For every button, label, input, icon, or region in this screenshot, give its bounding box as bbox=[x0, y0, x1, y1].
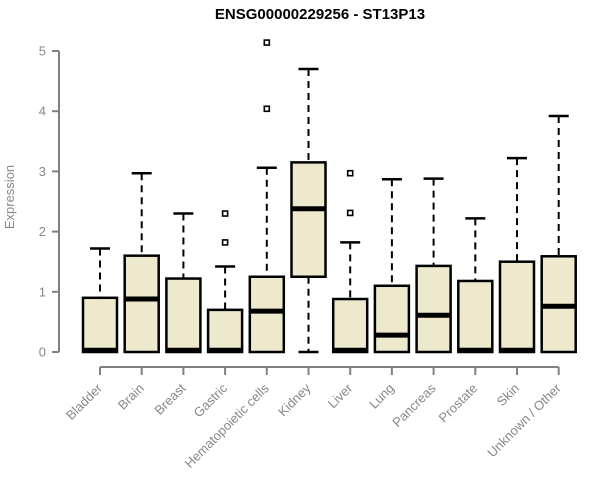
x-tick-label: Bladder bbox=[63, 380, 106, 423]
x-tick-label: Skin bbox=[494, 381, 522, 409]
iqr-box bbox=[457, 279, 494, 354]
iqr-box bbox=[331, 297, 369, 354]
y-tick-label: 2 bbox=[39, 224, 46, 239]
iqr-box bbox=[415, 264, 452, 354]
outlier-point bbox=[221, 210, 229, 217]
box-group bbox=[123, 171, 160, 354]
box-group bbox=[248, 39, 286, 354]
box-group bbox=[206, 210, 244, 354]
box-group bbox=[415, 177, 452, 354]
box-group bbox=[373, 177, 411, 354]
outlier-point bbox=[346, 169, 354, 177]
y-tick-label: 5 bbox=[39, 44, 46, 59]
y-axis-label: Expression bbox=[2, 165, 17, 229]
x-tick-label: Kidney bbox=[275, 380, 314, 419]
box-group bbox=[331, 169, 369, 354]
x-tick-label: Unknown / Other bbox=[484, 380, 564, 460]
x-tick-label: Liver bbox=[325, 380, 356, 411]
y-tick-label: 0 bbox=[39, 345, 46, 360]
outlier-point bbox=[221, 239, 229, 246]
x-tick-label: Gastric bbox=[191, 380, 231, 420]
iqr-box bbox=[498, 260, 536, 354]
x-tick-label: Lung bbox=[366, 381, 397, 412]
chart-title: ENSG00000229256 - ST13P13 bbox=[215, 6, 425, 23]
iqr-box bbox=[123, 254, 160, 354]
outlier-point bbox=[263, 39, 271, 46]
outlier-point bbox=[263, 105, 271, 113]
iqr-box bbox=[290, 161, 327, 278]
box-group bbox=[457, 217, 494, 354]
box-group bbox=[498, 156, 536, 354]
iqr-box bbox=[373, 284, 411, 354]
iqr-box bbox=[206, 308, 244, 354]
box-group bbox=[290, 67, 327, 354]
box-group bbox=[165, 212, 202, 354]
x-tick-label: Brain bbox=[115, 381, 147, 413]
outlier-point bbox=[346, 209, 354, 217]
iqr-box bbox=[248, 275, 286, 354]
box-group bbox=[540, 114, 577, 354]
boxes-layer bbox=[81, 39, 577, 354]
y-axis: 0 1 2 3 4 5 bbox=[39, 44, 60, 360]
iqr-box bbox=[165, 277, 202, 354]
x-tick-label: Prostate bbox=[436, 381, 481, 426]
x-tick-label: Pancreas bbox=[389, 380, 439, 430]
iqr-box bbox=[81, 296, 119, 354]
y-tick-label: 3 bbox=[39, 164, 46, 179]
box-group bbox=[81, 247, 119, 354]
y-tick-label: 1 bbox=[39, 284, 46, 299]
x-tick-label: Breast bbox=[151, 380, 188, 417]
y-tick-label: 4 bbox=[39, 104, 46, 119]
